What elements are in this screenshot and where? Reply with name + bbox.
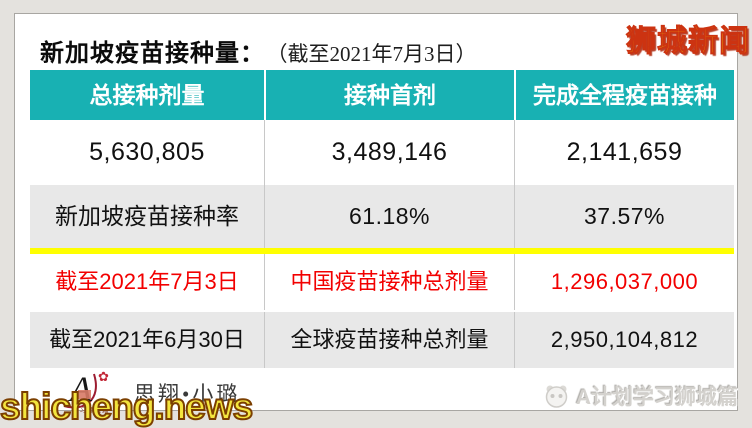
right-watermark-text: A计划学习狮城篇: [575, 386, 738, 409]
logo-seal: [78, 390, 91, 399]
global-total-value: 2,950,104,812: [514, 312, 734, 368]
fully-vaccinated-rate: 37.57%: [514, 185, 734, 248]
table-row-totals: 5,630,805 3,489,146 2,141,659: [30, 120, 734, 185]
first-dose-value: 3,489,146: [264, 120, 514, 185]
page-title: 新加坡疫苗接种量： （截至2021年7月3日）: [40, 33, 477, 68]
table-row-china: 截至2021年7月3日 中国疫苗接种总剂量 1,296,037,000: [30, 254, 734, 310]
col-header-total-doses: 总接种剂量: [89, 82, 205, 108]
total-doses-value: 5,630,805: [89, 138, 205, 166]
panda-eye-left: [550, 394, 555, 398]
author-name: 思翔•小璐: [134, 382, 241, 406]
panda-icon: [545, 385, 568, 408]
yellow-divider: [30, 248, 734, 254]
panda-eye-right: [558, 394, 563, 398]
china-date-label: 截至2021年7月3日: [55, 269, 239, 294]
global-date-label: 截至2021年6月30日: [49, 327, 245, 352]
col-header-fully-vaccinated: 完成全程疫苗接种: [514, 70, 734, 120]
fully-vaccinated-value: 2,141,659: [514, 120, 734, 185]
flower-icon: ✿: [98, 369, 109, 384]
table-header-row: 总接种剂量 接种首剂 完成全程疫苗接种: [30, 70, 734, 120]
col-header-first-dose: 接种首剂: [264, 70, 514, 120]
logo-subtext: 学习狮城篇: [72, 405, 110, 414]
logo-letter: A: [68, 369, 93, 409]
china-metric-label: 中国疫苗接种总剂量: [264, 254, 514, 310]
table-row-rates: 新加坡疫苗接种率 61.18% 37.57%: [30, 185, 734, 248]
china-total-value: 1,296,037,000: [514, 254, 734, 310]
author-logo-graphic: A ✿ 学习狮城篇: [63, 369, 110, 414]
panda-face: [545, 386, 568, 408]
shicheng-watermark: shicheng.news: [0, 385, 254, 428]
author-logo: A ✿ 学习狮城篇: [58, 368, 128, 419]
rate-row-label: 新加坡疫苗接种率: [55, 203, 239, 229]
table-row-global: 截至2021年6月30日 全球疫苗接种总剂量 2,950,104,812: [30, 310, 734, 368]
global-metric-label: 全球疫苗接种总剂量: [264, 312, 514, 368]
vaccination-table: 总接种剂量 接种首剂 完成全程疫苗接种 5,630,805 3,489,146 …: [30, 70, 734, 368]
first-dose-rate: 61.18%: [264, 185, 514, 248]
right-watermark: A计划学习狮城篇: [542, 381, 738, 411]
site-brand-logo: 狮城新闻: [626, 25, 750, 59]
logo-swoosh: [63, 373, 97, 409]
page-title-date-note: （截至2021年7月3日）: [277, 42, 477, 66]
page-title-text: 新加坡疫苗接种量：: [40, 40, 265, 67]
